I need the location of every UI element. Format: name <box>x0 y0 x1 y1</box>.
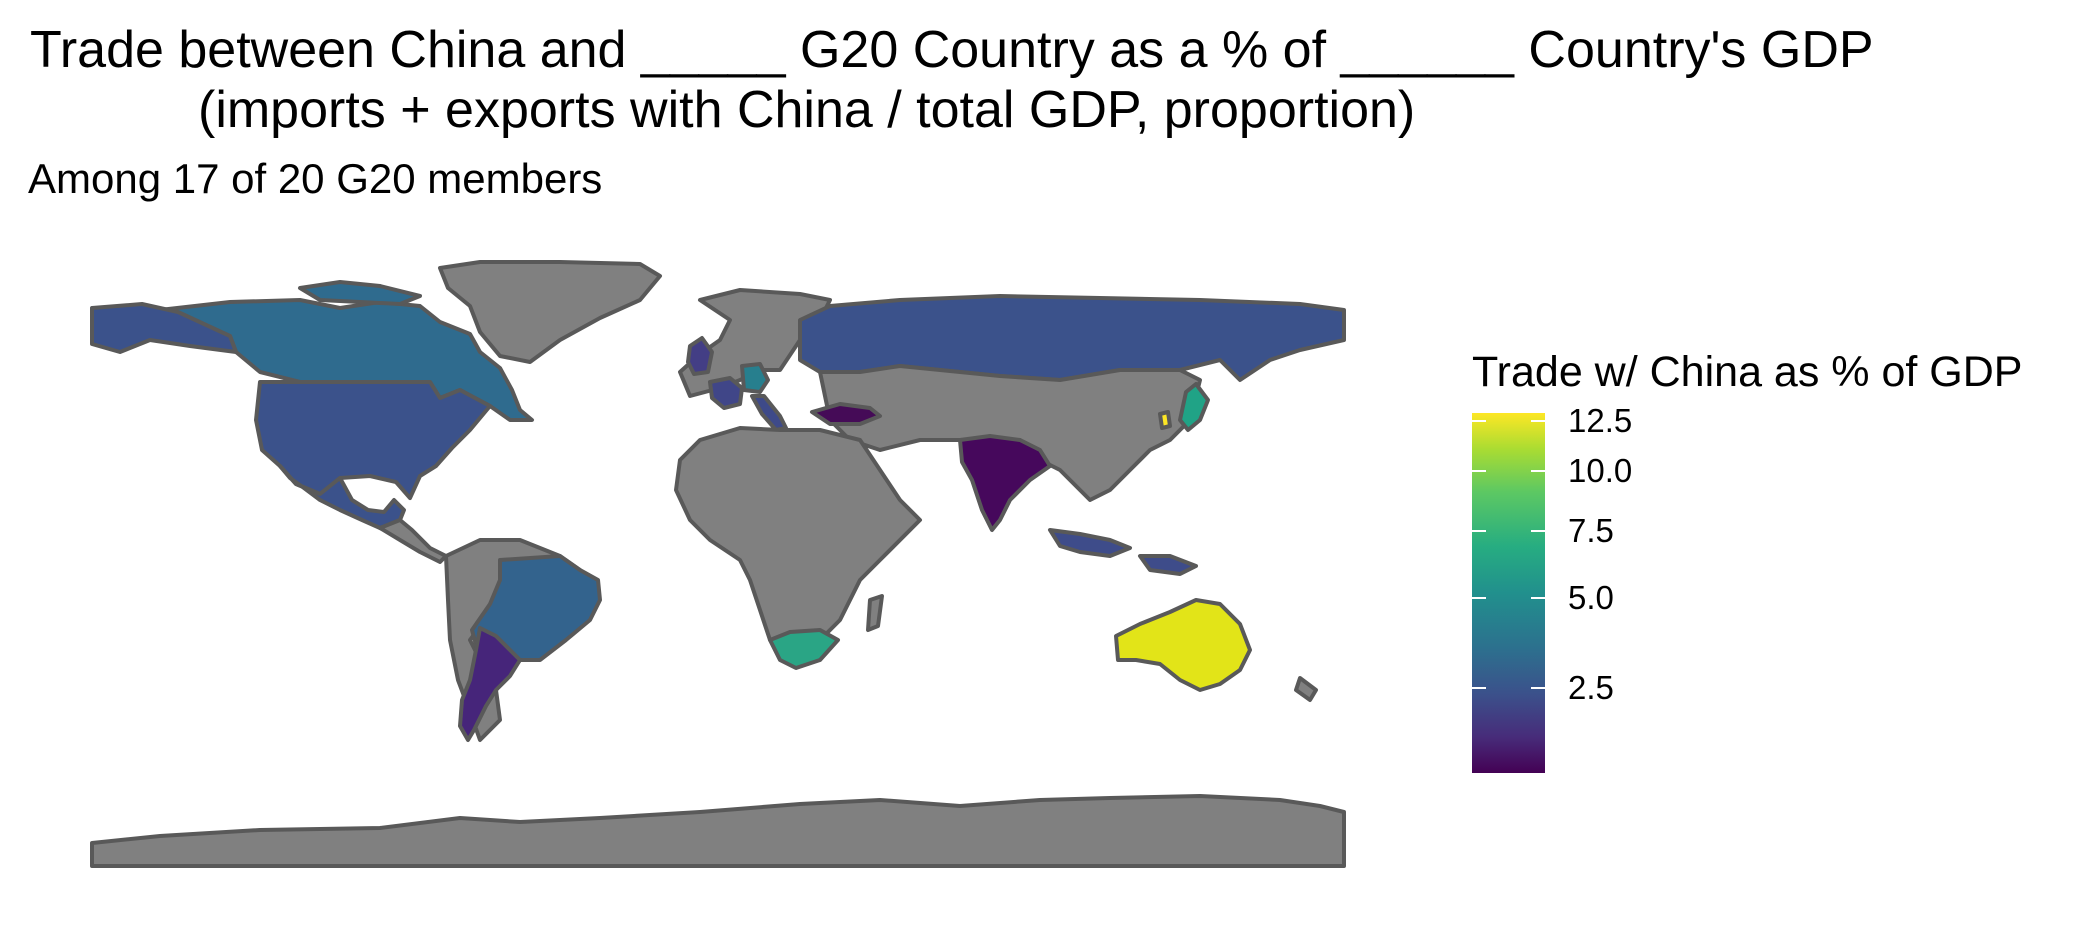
legend-colorbar <box>1472 413 1545 773</box>
country-india <box>958 434 1052 532</box>
title-line-1: Trade between China and _____ G20 Countr… <box>30 21 1874 79</box>
country-turkey <box>810 402 882 426</box>
chart-subtitle: Among 17 of 20 G20 members <box>28 155 603 202</box>
legend-label-5: 5.0 <box>1568 579 1614 616</box>
legend-label-12-5: 12.5 <box>1568 402 1633 439</box>
country-argentina <box>458 626 522 742</box>
country-south-africa <box>768 628 840 670</box>
country-united-kingdom <box>686 336 714 376</box>
title-line-2: (imports + exports with China / total GD… <box>198 81 1416 139</box>
country-indonesia <box>1048 528 1132 558</box>
canada-arctic-islands <box>298 280 422 306</box>
legend-label-10: 10.0 <box>1568 452 1633 489</box>
legend-label-2-5: 2.5 <box>1568 669 1614 706</box>
legend-title: Trade w/ China as % of GDP <box>1472 348 2023 396</box>
country-germany <box>740 362 770 394</box>
country-australia <box>1114 598 1252 692</box>
new-zealand <box>1294 676 1318 702</box>
greenland <box>438 260 662 364</box>
asia <box>818 364 1202 502</box>
indonesia-east <box>1138 554 1198 576</box>
country-mexico <box>278 464 406 530</box>
country-japan <box>1178 382 1210 432</box>
legend-label-7-5: 7.5 <box>1568 512 1614 549</box>
central-america <box>378 518 448 564</box>
country-italy <box>750 394 788 432</box>
africa <box>674 426 922 662</box>
chart-title: Trade between China and _____ G20 Countr… <box>30 20 1874 140</box>
antarctica <box>90 794 1346 868</box>
country-us-alaska <box>90 302 238 354</box>
country-france <box>708 376 744 410</box>
madagascar <box>866 594 884 632</box>
country-south-korea <box>1158 410 1172 430</box>
